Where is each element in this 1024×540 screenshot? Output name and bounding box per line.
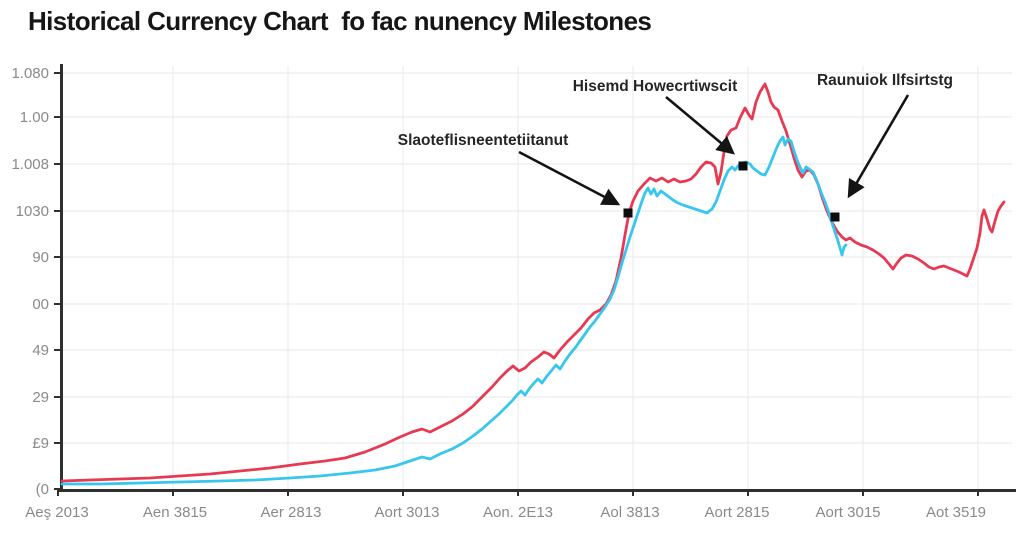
annotation-arrow	[847, 94, 910, 199]
page-title: Historical Currency Chart fo fac nunency…	[28, 6, 652, 36]
x-tick-label: Aot 3519	[926, 504, 986, 521]
y-tick-label: 1.008	[11, 156, 49, 173]
x-tick-label: Aort 2815	[704, 504, 769, 521]
x-tick-label: Aon. 2E13	[483, 504, 553, 521]
x-tick-label: Aort 3015	[815, 504, 880, 521]
y-tick-label: (0	[36, 481, 49, 498]
y-tick-label: 29	[32, 389, 49, 406]
annotation-arrow	[665, 96, 735, 155]
red-series-line	[60, 82, 1006, 483]
x-tick-label: Aol 3813	[600, 504, 659, 521]
y-tick-label: 1.080	[11, 65, 49, 82]
y-tick-label: 00	[32, 296, 49, 313]
annotation-label: Slaoteflisneentetiitanut	[398, 132, 569, 149]
x-tick-label: Aeş 2013	[25, 504, 88, 521]
annotation-label: Hisemd Howecrtiwscit	[573, 78, 738, 95]
y-tick-label: 49	[32, 342, 49, 359]
annotation-arrow	[518, 150, 621, 206]
milestone-marker	[830, 212, 840, 222]
y-tick-label: 1.00	[20, 109, 49, 126]
x-tick-label: Aort 3013	[374, 504, 439, 521]
x-tick-label: Aer 2813	[261, 504, 322, 521]
milestone-marker	[623, 208, 633, 218]
y-tick-label: £9	[32, 435, 49, 452]
x-tick-label: Aen 3815	[143, 504, 207, 521]
milestone-marker	[738, 161, 748, 171]
cyan-series-line	[60, 135, 848, 486]
y-tick-label: 90	[32, 249, 49, 266]
y-tick-label: 1030	[16, 203, 49, 220]
annotation-label: Raunuiok Ilfsirtstg	[817, 72, 953, 89]
